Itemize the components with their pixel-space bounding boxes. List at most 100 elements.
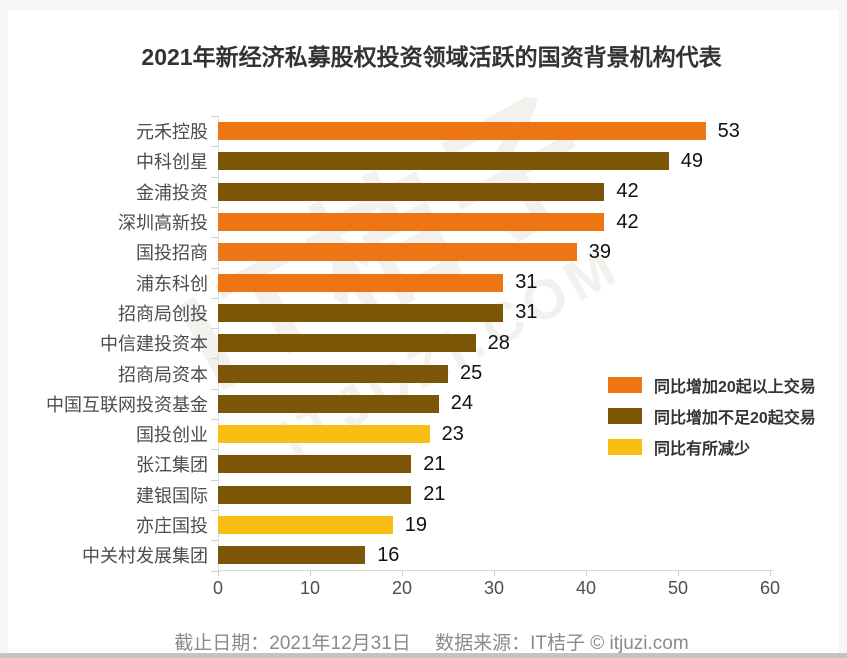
- bar: [218, 364, 448, 383]
- chart-footer: 截止日期：2021年12月31日 数据来源：IT桔子 © itjuzi.com: [174, 633, 689, 653]
- bar-track: 24: [218, 392, 474, 415]
- category-label: 金浦投资: [136, 182, 208, 203]
- x-axis-tick-label: 50: [667, 578, 689, 598]
- y-axis-tick: [211, 116, 218, 117]
- y-axis-tick: [211, 358, 218, 360]
- value-label: 21: [423, 452, 446, 475]
- x-axis-tick: [678, 571, 679, 576]
- bar-track: 42: [218, 210, 639, 233]
- y-axis-tick: [211, 206, 218, 208]
- bar-track: 49: [218, 149, 704, 172]
- value-label: 49: [680, 149, 704, 172]
- bar-track: 21: [218, 452, 446, 475]
- legend-item: 同比增加20起以上交易: [608, 373, 816, 397]
- category-label: 深圳高新投: [118, 213, 208, 234]
- value-label: 24: [450, 392, 474, 415]
- x-axis-tick: [218, 571, 219, 576]
- bar: [218, 243, 577, 262]
- y-axis-tick: [211, 328, 218, 330]
- x-axis-tick: [402, 571, 403, 576]
- bar-track: 25: [218, 362, 483, 385]
- category-label: 招商局资本: [118, 364, 208, 385]
- value-label: 25: [460, 362, 483, 385]
- y-axis-tick: [211, 419, 218, 420]
- y-axis-tick: [211, 146, 218, 148]
- legend-swatch: [608, 439, 642, 455]
- bar-track: 28: [218, 331, 510, 354]
- y-axis-tick: [211, 267, 218, 269]
- bar-track: 23: [218, 423, 464, 445]
- bar-row: 中科创星 49: [8, 146, 839, 176]
- bar-track: 53: [218, 120, 740, 142]
- legend-label: 同比有所减少: [654, 441, 751, 458]
- bar: [218, 394, 439, 413]
- bar-track: 39: [218, 241, 611, 263]
- bar: [218, 334, 476, 353]
- category-label: 招商局创投: [118, 303, 208, 324]
- bar: [218, 516, 393, 534]
- y-axis-tick: [211, 176, 218, 178]
- legend-label: 同比增加20起以上交易: [654, 379, 816, 396]
- category-label: 国投招商: [136, 243, 208, 264]
- value-label: 19: [404, 513, 428, 536]
- bar-track: 31: [218, 271, 537, 293]
- value-label: 28: [487, 331, 510, 354]
- category-label: 亦庄国投: [136, 516, 208, 536]
- y-axis-tick: [211, 509, 218, 511]
- chart-card: IT桔子 ITJUZI.COM 2021年新经济私募股权投资领域活跃的国资背景机…: [8, 10, 839, 653]
- bar-row: 浦东科创 31: [8, 267, 839, 297]
- value-label: 21: [423, 483, 446, 506]
- bar-row: 中信建投资本 28: [8, 328, 839, 358]
- y-axis-tick: [211, 297, 218, 299]
- bar: [218, 152, 669, 171]
- bar: [218, 273, 504, 292]
- category-label: 中信建投资本: [100, 334, 208, 355]
- bar: [218, 303, 504, 322]
- y-axis-tick: [211, 449, 218, 451]
- category-label: 建银国际: [136, 485, 208, 506]
- x-axis-line: [218, 570, 774, 571]
- bar-row: 招商局资本 25: [8, 358, 839, 388]
- value-label: 31: [515, 301, 538, 324]
- x-axis-tick-label: 10: [299, 578, 321, 598]
- category-label: 国投创业: [136, 425, 208, 446]
- legend-swatch: [608, 377, 642, 393]
- value-label: 42: [616, 180, 639, 203]
- bar: [218, 182, 605, 201]
- chart-title: 2021年新经济私募股权投资领域活跃的国资背景机构代表: [141, 44, 722, 70]
- bar-row: 建银国际 21: [8, 480, 839, 510]
- category-label: 元禾控股: [136, 122, 208, 143]
- bar-track: 21: [218, 483, 446, 506]
- bar-row: 中国互联网投资基金 24: [8, 389, 839, 419]
- category-label: 中国互联网投资基金: [46, 394, 208, 415]
- y-axis-tick: [211, 570, 218, 572]
- bar-track: 31: [218, 301, 538, 324]
- bar-track: 42: [218, 180, 639, 203]
- bar: [218, 425, 430, 444]
- x-axis-tick-label: 40: [575, 578, 597, 598]
- legend-swatch: [608, 408, 642, 424]
- bar-row: 深圳高新投 42: [8, 207, 839, 237]
- bar-row: 招商局创投 31: [8, 298, 839, 328]
- y-axis-tick: [211, 237, 218, 239]
- x-axis-tick-label: 20: [391, 578, 413, 598]
- bar-row: 亦庄国投 19: [8, 510, 839, 540]
- x-axis-tick: [494, 571, 495, 576]
- legend-item: 同比有所减少: [608, 435, 816, 459]
- legend: 同比增加20起以上交易同比增加不足20起交易同比有所减少: [608, 373, 816, 459]
- bar-rows-container: 元禾控股 53 中科创星 49 金浦投资 42 深圳高新投 42 国投招商 39 浦东科创 31 招商局…: [8, 116, 839, 570]
- category-label: 浦东科创: [136, 273, 208, 294]
- value-label: 42: [616, 210, 639, 233]
- bar-row: 元禾控股 53: [8, 116, 839, 146]
- bar: [218, 122, 706, 141]
- bar: [218, 546, 366, 565]
- bar-track: 16: [218, 543, 400, 566]
- x-axis-tick-label: 30: [483, 578, 505, 598]
- category-label: 中关村发展集团: [82, 546, 208, 567]
- bar-track: 19: [218, 513, 428, 536]
- x-axis-tick-label: 0: [212, 578, 224, 598]
- x-axis-tick: [770, 571, 771, 576]
- legend-item: 同比增加不足20起交易: [608, 404, 816, 428]
- value-label: 16: [377, 543, 400, 566]
